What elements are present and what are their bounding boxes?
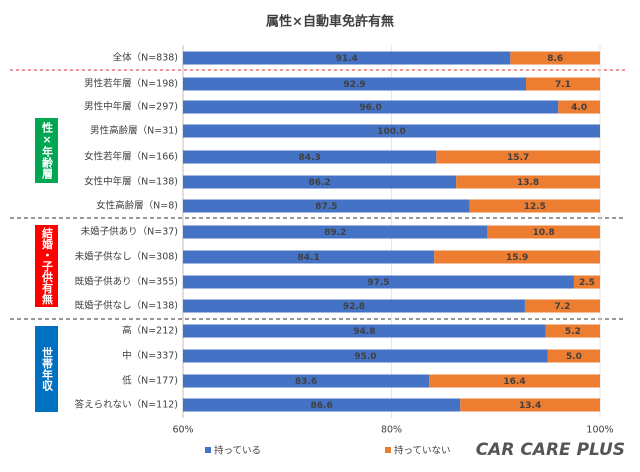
bar-segment (429, 374, 600, 388)
bar-segment (558, 100, 600, 114)
value-label: 87.5 (315, 202, 337, 212)
value-label: 15.9 (506, 253, 528, 263)
bar-segment (524, 299, 600, 313)
bar-segment (487, 225, 600, 239)
value-label: 10.8 (533, 228, 555, 238)
value-label: 15.7 (507, 153, 529, 163)
group-label: 世帯年収 (41, 346, 54, 392)
y-tick-label: 既婚子供なし（N=138) (75, 300, 178, 312)
y-tick-label: 全体（N=838) (113, 52, 178, 64)
x-tick-label: 100% (586, 425, 613, 436)
value-label: 7.1 (555, 80, 571, 90)
bar-segment (183, 349, 548, 363)
bar-segment (183, 100, 559, 114)
bar-segment (545, 324, 600, 338)
group-box (35, 326, 58, 412)
value-label: 92.9 (343, 80, 365, 90)
value-label: 84.3 (299, 153, 321, 163)
value-label: 100.0 (377, 127, 405, 137)
y-tick-label: 高（N=212) (122, 325, 178, 337)
legend-swatch (205, 447, 211, 453)
legend-swatch (385, 447, 391, 453)
x-tick-label: 60% (172, 425, 193, 436)
y-tick-label: 女性若年層（N=166) (84, 151, 178, 163)
value-label: 5.0 (566, 352, 582, 362)
x-tick-label: 80% (381, 425, 402, 436)
bar-segment (456, 175, 600, 189)
group-label: 性×年齢層 (41, 121, 54, 180)
bar-segment (547, 349, 600, 363)
y-tick-label: 未婚子供あり（N=37) (81, 226, 178, 238)
value-label: 13.4 (519, 401, 541, 411)
bar-segment (183, 250, 435, 264)
y-tick-label: 低（N=177) (122, 375, 178, 387)
value-label: 86.6 (311, 401, 333, 411)
value-label: 84.1 (298, 253, 320, 263)
bar-segment (183, 398, 461, 412)
bar-segment (183, 374, 430, 388)
y-tick-label: 女性高齢層（N=8) (96, 200, 178, 212)
bar-segment (183, 51, 511, 65)
bar-segment (525, 77, 600, 91)
value-label: 97.5 (367, 278, 389, 288)
bar-segment (183, 275, 574, 289)
y-tick-label: 女性中年層（N=138) (84, 176, 178, 188)
bar-segment (183, 77, 526, 91)
value-label: 91.4 (336, 54, 358, 64)
y-tick-label: 中（N=337) (122, 350, 178, 362)
value-label: 13.8 (517, 178, 539, 188)
value-label: 7.2 (554, 302, 570, 312)
bar-segment (183, 299, 525, 313)
value-label: 92.8 (343, 302, 365, 312)
legend-label: 持っていない (394, 445, 451, 457)
value-label: 12.5 (524, 202, 546, 212)
group-label: 結婚・子供有無 (41, 226, 55, 305)
bar-segment (510, 51, 600, 65)
watermark: CAR CARE PLUS (476, 440, 625, 460)
value-label: 96.0 (360, 103, 382, 113)
value-label: 95.0 (354, 352, 376, 362)
value-label: 86.2 (308, 178, 330, 188)
value-label: 89.2 (324, 228, 346, 238)
bar-segment (183, 225, 488, 239)
value-label: 2.5 (579, 278, 595, 288)
bar-segment (434, 250, 600, 264)
group-box (35, 118, 58, 183)
legend-label: 持っている (214, 445, 261, 457)
y-tick-label: 既婚子供あり（N=355) (75, 276, 178, 288)
group-box (35, 225, 58, 307)
bar-segment (469, 199, 600, 213)
bar-segment (436, 150, 600, 164)
bar-segment (183, 199, 470, 213)
value-label: 83.6 (295, 377, 317, 387)
bar-segment (183, 124, 600, 138)
value-label: 94.8 (353, 327, 375, 337)
bar-segment (183, 324, 546, 338)
bar-segment (183, 175, 457, 189)
y-tick-label: 男性若年層（N=198) (84, 78, 178, 90)
y-tick-label: 答えられない（N=112) (75, 399, 178, 411)
value-label: 16.4 (503, 377, 525, 387)
value-label: 5.2 (565, 327, 581, 337)
chart-title: 属性×自動車免許有無 (266, 14, 394, 30)
y-tick-label: 男性中年層（N=297) (84, 101, 178, 113)
value-label: 8.6 (547, 54, 563, 64)
y-tick-label: 未婚子供なし（N=308) (75, 251, 178, 263)
bar-segment (460, 398, 600, 412)
bar-segment (183, 150, 437, 164)
bar-segment (573, 275, 600, 289)
y-tick-label: 男性高齢層（N=31) (90, 125, 178, 137)
value-label: 4.0 (571, 103, 587, 113)
